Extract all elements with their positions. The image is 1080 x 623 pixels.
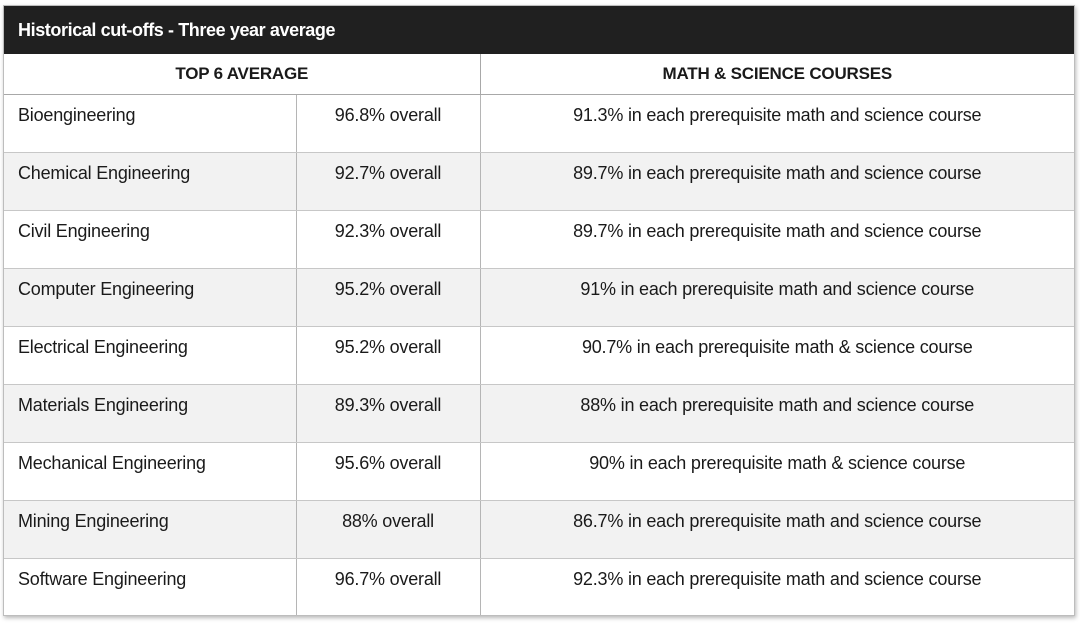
program-cell: Software Engineering (4, 558, 297, 615)
requirement-cell: 88% in each prerequisite math and scienc… (480, 384, 1074, 443)
program-cell: Computer Engineering (4, 268, 297, 327)
header-row: TOP 6 AVERAGE MATH & SCIENCE COURSES (4, 54, 1074, 95)
average-cell: 92.3% overall (296, 210, 481, 269)
cutoffs-table-card: Historical cut-offs - Three year average… (3, 5, 1075, 616)
table-row: Mechanical Engineering 95.6% overall 90%… (4, 442, 1074, 501)
table-row: Civil Engineering 92.3% overall 89.7% in… (4, 210, 1074, 269)
program-cell: Bioengineering (4, 94, 297, 153)
table-row: Electrical Engineering 95.2% overall 90.… (4, 326, 1074, 385)
requirement-cell: 86.7% in each prerequisite math and scie… (480, 500, 1074, 559)
program-cell: Mechanical Engineering (4, 442, 297, 501)
average-cell: 95.2% overall (296, 326, 481, 385)
program-cell: Chemical Engineering (4, 152, 297, 211)
requirement-cell: 90% in each prerequisite math & science … (480, 442, 1074, 501)
requirement-cell: 92.3% in each prerequisite math and scie… (573, 569, 982, 589)
requirement-cell: 91% in each prerequisite math and scienc… (480, 268, 1074, 327)
requirement-cell: 90.7% in each prerequisite math & scienc… (480, 326, 1074, 385)
header-math-science: MATH & SCIENCE COURSES (480, 54, 1074, 95)
program-cell: Electrical Engineering (4, 326, 297, 385)
average-cell: 95.6% overall (296, 442, 481, 501)
program-cell: Mining Engineering (4, 500, 297, 559)
requirement-cell: 91.3% in each prerequisite math and scie… (480, 94, 1074, 153)
program-cell: Materials Engineering (4, 384, 297, 443)
table-row: Chemical Engineering 92.7% overall 89.7%… (4, 152, 1074, 211)
average-cell: 96.8% overall (296, 94, 481, 153)
header-top6-average: TOP 6 AVERAGE (4, 54, 481, 95)
table-title: Historical cut-offs - Three year average (4, 6, 1074, 54)
average-cell: 88% overall (296, 500, 481, 559)
average-cell: 89.3% overall (296, 384, 481, 443)
table-row: Software Engineering 96.7% overall 92.3%… (4, 558, 1074, 615)
program-cell: Civil Engineering (4, 210, 297, 269)
average-cell: 95.2% overall (296, 268, 481, 327)
requirement-cell: 89.7% in each prerequisite math and scie… (480, 210, 1074, 269)
cutoffs-table: TOP 6 AVERAGE MATH & SCIENCE COURSES Bio… (4, 54, 1074, 615)
table-row: Materials Engineering 89.3% overall 88% … (4, 384, 1074, 443)
table-row: Computer Engineering 95.2% overall 91% i… (4, 268, 1074, 327)
requirement-cell: 89.7% in each prerequisite math and scie… (480, 152, 1074, 211)
table-row: Mining Engineering 88% overall 86.7% in … (4, 500, 1074, 559)
average-cell: 92.7% overall (296, 152, 481, 211)
table-row: Bioengineering 96.8% overall 91.3% in ea… (4, 94, 1074, 153)
average-cell: 96.7% overall (296, 558, 481, 615)
